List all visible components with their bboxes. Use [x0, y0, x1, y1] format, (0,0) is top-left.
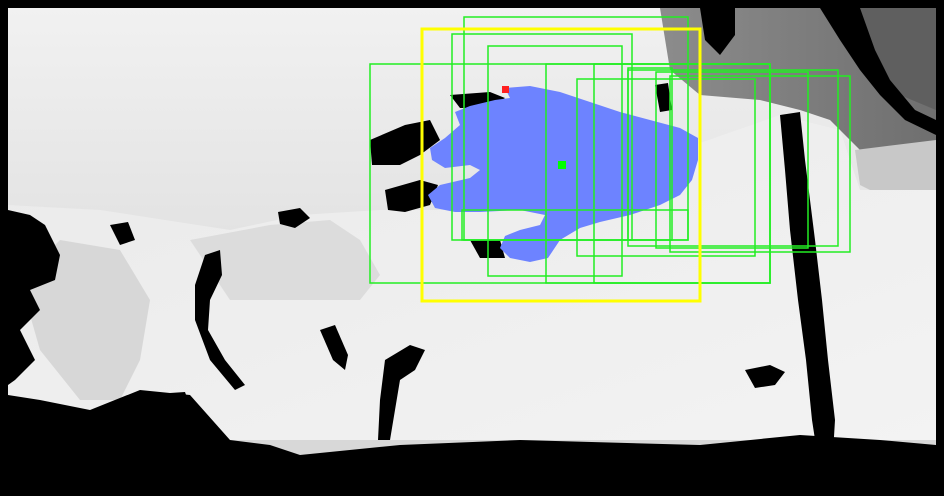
- bottom-void-blob: [140, 392, 195, 445]
- candidate-box: [461, 209, 689, 241]
- vertical-pole-void: [780, 112, 835, 472]
- mid-gray-band: [855, 140, 936, 200]
- object-outline: [278, 208, 310, 228]
- depth-hole: [385, 180, 438, 212]
- hand-mask: [428, 86, 698, 262]
- left-void: [8, 210, 60, 385]
- vertical-pole-void: [745, 365, 785, 388]
- depth-hole: [820, 8, 936, 135]
- candidate-box: [593, 63, 771, 284]
- object-outline: [378, 345, 425, 440]
- object-outline: [320, 325, 348, 370]
- candidate-box: [576, 78, 756, 257]
- candidate-box: [487, 45, 623, 277]
- candidate-box: [655, 71, 809, 249]
- bottom-void: [8, 390, 936, 488]
- table-surface-shade: [190, 220, 380, 300]
- depth-hole: [700, 8, 735, 55]
- left-void-spot: [110, 222, 135, 245]
- candidate-box: [669, 75, 851, 253]
- depth-hole: [655, 83, 672, 112]
- hand-center-point: [558, 161, 566, 169]
- table-surface: [8, 115, 936, 440]
- object-outline: [195, 250, 245, 390]
- fingertip-point: [502, 86, 509, 93]
- selected-box: [420, 27, 702, 303]
- candidate-boxes: [369, 16, 851, 284]
